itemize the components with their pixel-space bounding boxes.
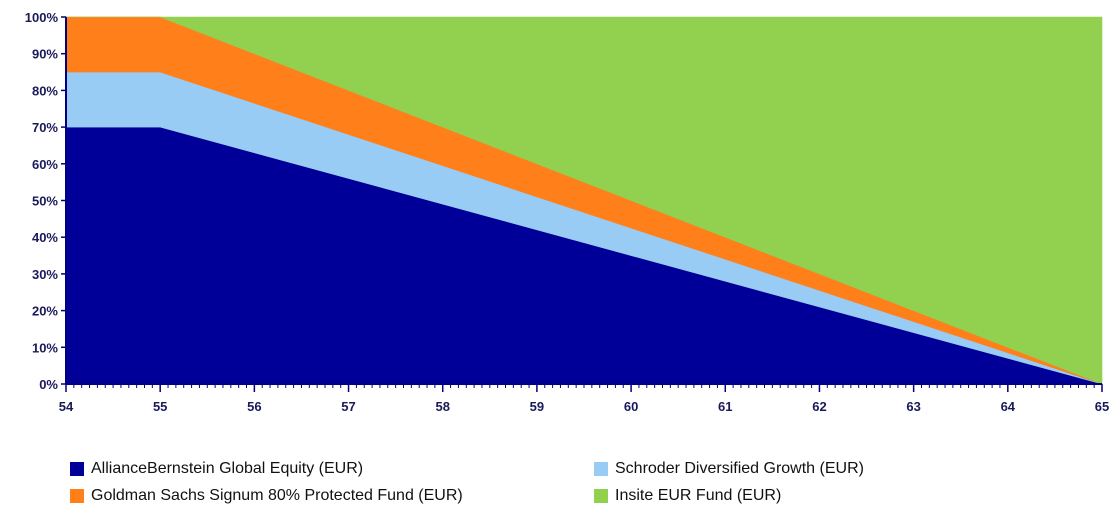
area-insite-eur-fund-eur [66,16,1103,385]
legend-item-alliancebernstein: AllianceBernstein Global Equity (EUR) [70,460,363,478]
y-tick-label: 20% [32,304,58,319]
x-tick-label: 60 [624,399,638,414]
legend-swatch-alliancebernstein [70,462,84,476]
legend-label-goldman-sachs: Goldman Sachs Signum 80% Protected Fund … [91,487,463,504]
legend-item-schroder: Schroder Diversified Growth (EUR) [594,460,864,478]
legend-label-alliancebernstein: AllianceBernstein Global Equity (EUR) [91,460,364,477]
y-tick-label: 10% [32,340,58,355]
y-tick-label: 80% [32,83,58,98]
legend-swatch-goldman-sachs [70,489,84,503]
x-tick-label: 64 [1001,399,1016,414]
legend-item-insite: Insite EUR Fund (EUR) [594,487,781,505]
y-tick-label: 40% [32,230,58,245]
stacked-area-chart: 0% 10% 20% 30% 40% 50% 60% 70% 80% 90% 100% 54 55 56 5… [25,10,1109,414]
y-tick-label: 50% [32,194,58,209]
x-tick-label: 63 [906,399,920,414]
y-tick-label: 0% [39,377,58,392]
legend-label-schroder: Schroder Diversified Growth (EUR) [615,460,864,477]
y-tick-label: 90% [32,47,58,62]
legend-item-goldman-sachs: Goldman Sachs Signum 80% Protected Fund … [70,487,463,505]
chart-legend: AllianceBernstein Global Equity (EUR) Sc… [0,452,1116,519]
x-tick-label: 58 [435,399,449,414]
x-tick-label: 54 [59,399,74,414]
x-tick-label: 62 [812,399,826,414]
legend-swatch-schroder [594,462,608,476]
x-tick-label: 61 [718,399,732,414]
legend-swatch-insite [594,489,608,503]
y-tick-label: 30% [32,267,58,282]
y-tick-label: 60% [32,157,58,172]
y-tick-label: 70% [32,120,58,135]
x-tick-label: 56 [247,399,261,414]
chart-areas [65,16,1103,385]
x-tick-label: 65 [1095,399,1109,414]
legend-label-insite: Insite EUR Fund (EUR) [615,487,782,504]
x-tick-label: 55 [153,399,167,414]
x-tick-label: 57 [341,399,355,414]
chart-ticks: 0% 10% 20% 30% 40% 50% 60% 70% 80% 90% 100% 54 55 56 5… [25,10,1109,414]
x-tick-label: 59 [530,399,544,414]
y-tick-label: 100% [25,10,59,25]
